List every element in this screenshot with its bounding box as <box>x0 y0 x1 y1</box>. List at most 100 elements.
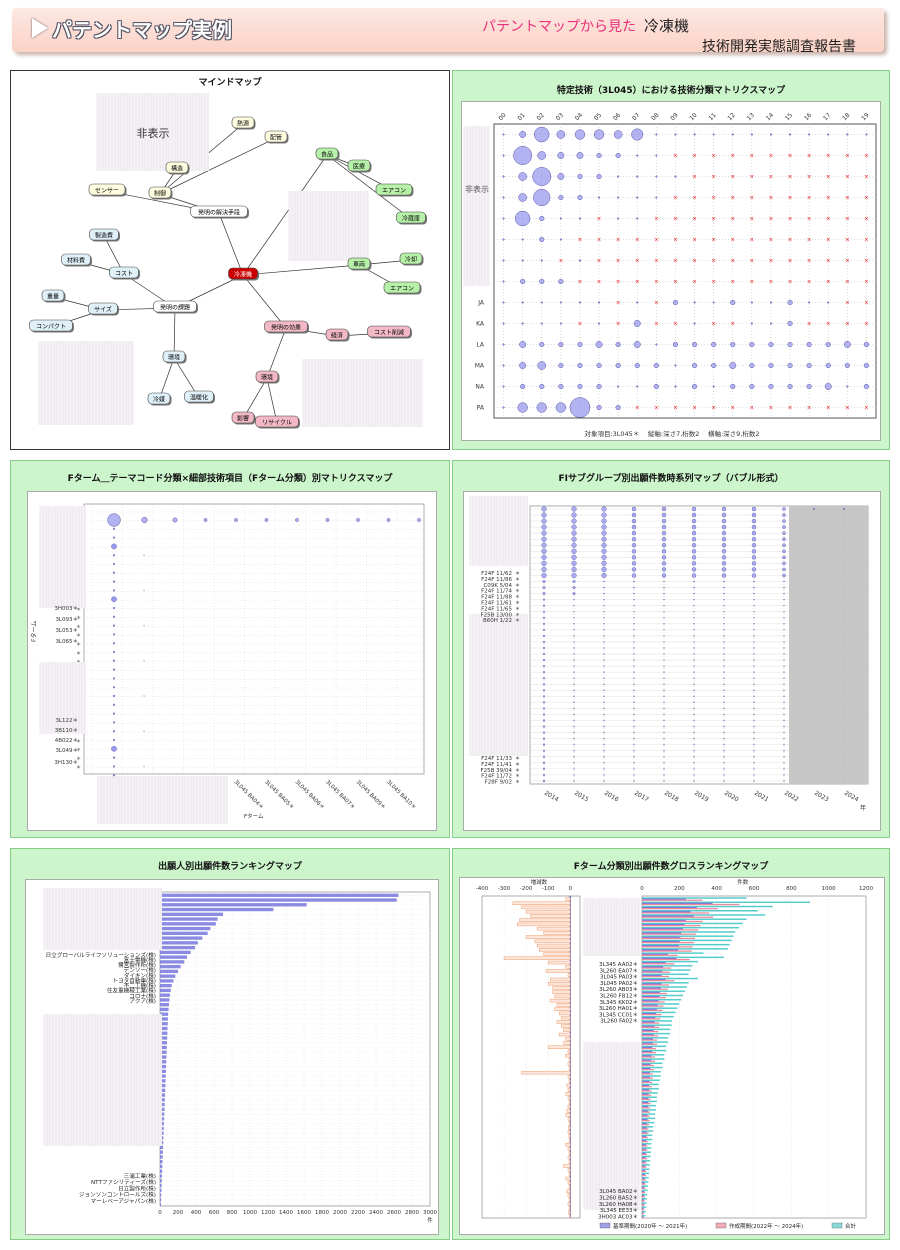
mindmap-node-label: 熱源 <box>237 120 249 128</box>
timeseries-row-tick: ＊ <box>515 571 520 577</box>
timeseries-row-tick: ＊ <box>515 577 520 583</box>
timeseries-bubble <box>542 707 546 710</box>
matrix2-row-tick: ＊ <box>76 624 81 630</box>
matrix1-cross: × <box>826 237 831 244</box>
timeseries-bubble <box>631 524 637 530</box>
timeseries-bubble <box>783 635 785 637</box>
ranking-xtick: 2600 <box>387 1210 401 1216</box>
timeseries-bubble <box>633 768 635 770</box>
timeseries-bubble <box>633 774 635 776</box>
mindmap-hidden-label: 非表示 <box>137 126 170 140</box>
growth-total-bar <box>642 1113 656 1115</box>
growth-work-bar <box>642 946 693 948</box>
timeseries-bubble <box>542 640 546 644</box>
timeseries-bubble <box>783 695 785 698</box>
matrix1-col-label: 11 <box>707 112 717 122</box>
timeseries-bubble <box>572 592 576 596</box>
growth-base-bar <box>642 1207 644 1210</box>
growth-total-bar <box>642 1151 651 1153</box>
growth-work-bar <box>642 1022 660 1024</box>
growth-work-bar <box>642 1047 657 1050</box>
growth-diff-bar <box>568 1210 571 1215</box>
growth-base-bar <box>642 957 677 960</box>
timeseries-bubble <box>573 659 575 661</box>
growth-base-bar <box>642 983 662 985</box>
matrix1-bubble <box>769 133 773 136</box>
matrix1-bubble <box>863 341 870 348</box>
matrix1-bubble <box>502 196 505 199</box>
growth-total-bar <box>642 935 734 937</box>
growth-right-label: 件数 <box>737 878 749 886</box>
timeseries-row-label: F24F 11/62 <box>481 571 512 577</box>
timeseries-bubble <box>663 580 665 583</box>
timeseries-bubble <box>663 762 665 764</box>
timeseries-bubble <box>751 573 757 578</box>
growth-total-bar <box>642 943 730 946</box>
growth-base-bar <box>642 1034 654 1036</box>
ranking-bar <box>160 1088 166 1093</box>
timeseries-bubble <box>721 555 727 560</box>
growth-ranking-panel: Fターム分類別出願件数グロスランキングマップ -400 -300 -200 -100 0… <box>452 848 890 1240</box>
growth-diff-bar <box>558 1032 571 1037</box>
matrix2-row-tick: ＊ <box>76 642 81 648</box>
timeseries-bubble <box>603 743 605 746</box>
growth-total-bar <box>642 1117 656 1120</box>
timeseries-bubble <box>631 518 637 524</box>
timeseries-bubble <box>782 555 786 560</box>
matrix1-cross: × <box>711 258 716 265</box>
ranking-label: 日立製作所(株) <box>118 1184 156 1192</box>
matrix1-col-label: 00 <box>497 112 507 122</box>
growth-ranking-title: Fターム分類別出願件数グロスランキングマップ <box>573 862 769 872</box>
timeseries-bubble <box>573 707 575 710</box>
ranking-label: 鷺宮製作所(株) <box>118 961 156 969</box>
matrix2-row-tick: ＊ <box>76 739 81 745</box>
matrix2-col-label: 3L045 BA09＊ <box>355 778 387 810</box>
timeseries-bubble <box>783 623 785 625</box>
matrix1-bubble <box>729 362 737 369</box>
growth-diff-bar <box>567 1049 571 1054</box>
growth-diff-bar <box>568 1198 571 1202</box>
timeseries-bubble <box>753 737 755 740</box>
ranking-bar <box>160 893 399 897</box>
growth-work-bar <box>642 1014 662 1016</box>
timeseries-bubble <box>782 549 786 554</box>
timeseries-bubble <box>783 756 785 758</box>
matrix1-bubble <box>674 133 677 136</box>
matrix2-bubble <box>143 554 145 556</box>
matrix1-hidden-box <box>464 126 490 286</box>
mindmap-node-label: リサイクル <box>262 420 292 427</box>
matrix2-frame <box>83 503 425 775</box>
mindmap-edge <box>242 154 328 276</box>
timeseries-bubble <box>723 617 725 619</box>
matrix1-bubble <box>827 301 830 304</box>
growth-diff-bar <box>536 926 571 931</box>
growth-base-bar <box>642 1118 648 1121</box>
mindmap-node-heat <box>231 116 255 129</box>
matrix1-col-label: 04 <box>574 112 584 122</box>
matrix1-bubble <box>558 383 564 390</box>
growth-work-bar <box>642 967 672 969</box>
growth-diff-bar <box>547 1045 571 1049</box>
matrix1-col-label: 15 <box>784 112 794 122</box>
matrix1-cross: × <box>768 174 773 181</box>
matrix1-bubble <box>636 385 639 388</box>
matrix1-bubble <box>574 129 586 140</box>
timeseries-bubble <box>573 647 575 649</box>
timeseries-bubble <box>723 665 725 667</box>
matrix1-bubble <box>655 154 658 157</box>
timeseries-bubble <box>723 701 725 704</box>
timeseries-bubble <box>603 635 605 637</box>
matrix1-row-label: LA <box>476 342 484 349</box>
timeseries-bubble <box>691 543 697 548</box>
timeseries-bubble <box>693 635 695 637</box>
growth-diff-bar <box>556 1020 571 1024</box>
matrix1-bubble <box>787 320 793 327</box>
matrix1-cross: × <box>692 279 697 286</box>
timeseries-bubble <box>751 506 757 512</box>
timeseries-bubble <box>721 567 727 572</box>
matrix1-cross: × <box>826 174 831 181</box>
growth-total-bar <box>642 1058 665 1060</box>
matrix1-cross: × <box>730 195 735 202</box>
growth-diff-bar <box>566 1083 571 1088</box>
matrix1-cross: × <box>768 258 773 265</box>
